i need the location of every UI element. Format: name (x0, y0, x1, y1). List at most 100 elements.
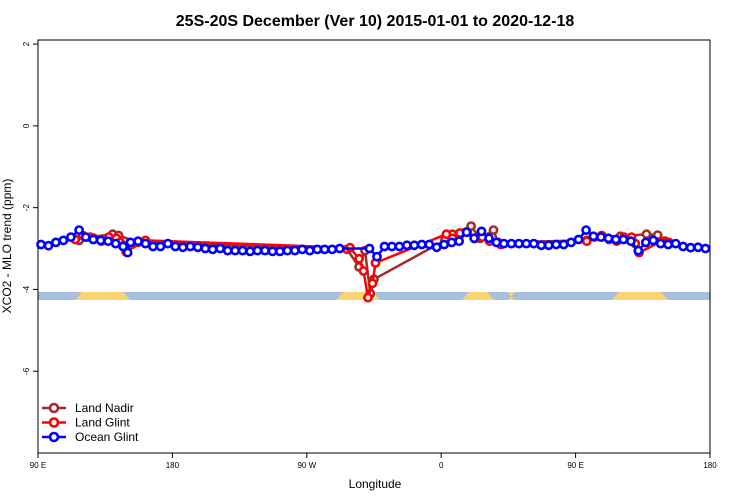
data-point (289, 245, 300, 256)
data-point (162, 238, 173, 249)
x-tick-label: 180 (166, 461, 180, 470)
data-point (461, 227, 472, 238)
data-point (304, 245, 315, 256)
data-point (700, 243, 711, 254)
data-point (641, 229, 652, 240)
data-point (148, 241, 158, 252)
y-tick-label: -2 (22, 204, 31, 212)
x-tick-label: 90 E (30, 461, 46, 470)
data-point (334, 243, 345, 254)
data-point (200, 243, 211, 254)
data-point (491, 237, 502, 248)
legend-swatch-marker (48, 431, 60, 443)
data-point (655, 238, 666, 249)
data-point (319, 244, 330, 255)
data-point (122, 247, 133, 258)
data-point (274, 246, 285, 257)
data-point (95, 235, 106, 246)
data-point (367, 278, 378, 289)
data-point (386, 241, 397, 252)
land-mark (507, 292, 515, 300)
y-tick-label: -4 (22, 285, 31, 293)
x-axis-label: Longitude (349, 477, 402, 491)
data-point (185, 241, 196, 252)
data-point (693, 242, 703, 253)
data-point (245, 246, 255, 257)
data-point (611, 234, 621, 245)
data-point (358, 266, 369, 276)
legend-item: Land Glint (42, 416, 130, 430)
data-point (416, 239, 427, 250)
data-point (446, 237, 457, 248)
data-point (74, 225, 84, 235)
data-point (364, 243, 375, 254)
data-point (237, 245, 248, 256)
y-tick-label: 0 (22, 123, 31, 128)
data-point (484, 233, 494, 244)
land-mark (75, 292, 130, 300)
data-point (372, 251, 382, 262)
y-tick-label: 2 (22, 41, 31, 46)
x-axis: 90 E 180 90 W 0 90 E 180 (30, 453, 717, 470)
legend-item: Land Nadir (42, 401, 134, 415)
data-point (685, 242, 696, 253)
data-point (439, 239, 450, 250)
data-point (521, 238, 532, 249)
x-tick-label: 90 E (567, 461, 583, 470)
data-point (354, 253, 364, 264)
data-point (488, 225, 499, 235)
data-point (58, 235, 69, 246)
series-ocean-glint (36, 225, 711, 262)
y-axis: 2 0 -2 -4 -6 (22, 41, 38, 375)
land-mark (612, 292, 668, 300)
data-point (581, 236, 592, 247)
land-mark (462, 292, 494, 300)
data-point (125, 237, 136, 248)
data-point (215, 243, 226, 254)
data-point (51, 237, 61, 248)
data-point (476, 226, 487, 237)
x-tick-label: 90 W (297, 461, 316, 470)
data-point (177, 242, 188, 253)
data-point (543, 240, 554, 251)
data-point (140, 238, 151, 249)
data-point (431, 242, 442, 253)
data-point (207, 244, 218, 255)
data-point (363, 292, 373, 303)
x-tick-label: 0 (439, 461, 444, 470)
data-point (633, 245, 644, 256)
data-point (588, 231, 599, 242)
data-point (327, 244, 338, 255)
data-point (648, 235, 659, 246)
data-point (498, 238, 509, 249)
legend-swatch-marker (48, 417, 60, 428)
data-point (297, 244, 308, 255)
data-point (626, 236, 636, 247)
data-point (282, 245, 293, 256)
y-tick-label: -6 (22, 367, 31, 375)
data-point (66, 232, 76, 242)
data-point (118, 241, 128, 252)
legend-label: Ocean Glint (75, 430, 139, 444)
data-point (103, 236, 114, 247)
data-point (678, 241, 688, 252)
data-point (43, 240, 54, 251)
legend-label: Land Glint (75, 416, 130, 430)
data-point (528, 238, 539, 249)
data-point (663, 239, 674, 250)
data-point (409, 240, 420, 251)
data-point (170, 241, 181, 252)
x-tick-label: 180 (703, 461, 717, 470)
data-point (596, 232, 606, 242)
data-point (603, 233, 614, 244)
data-point (36, 239, 46, 250)
legend-swatch-marker (48, 402, 60, 414)
data-point (566, 237, 576, 248)
y-axis-label: XCO2 - MLO trend (ppm) (0, 179, 14, 314)
data-point (394, 241, 405, 252)
series-layer (36, 221, 711, 303)
data-point (454, 236, 464, 247)
data-point (230, 245, 240, 256)
data-point (80, 232, 91, 242)
